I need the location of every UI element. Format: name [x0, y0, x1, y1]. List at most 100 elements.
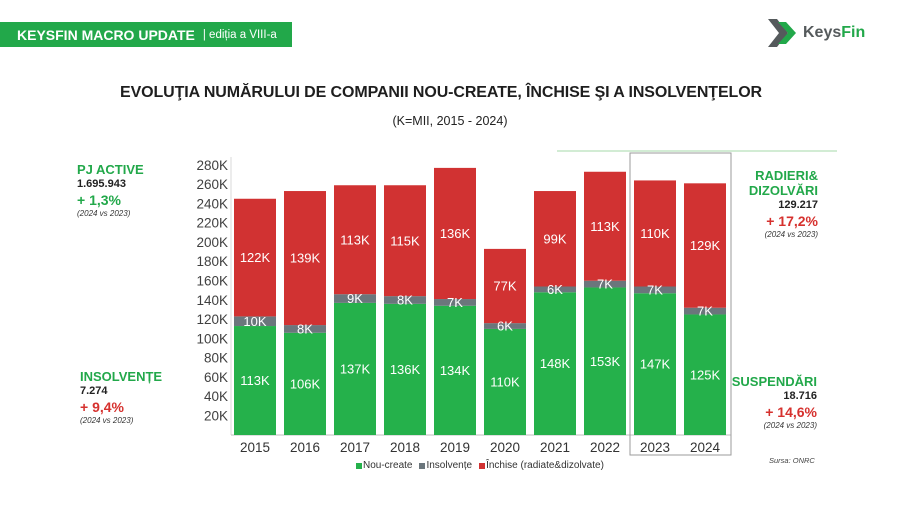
- x-tick-label-2020: 2020: [490, 440, 520, 455]
- y-tick-unit: K: [219, 370, 228, 385]
- bar-inchise-radiate-dizolvate-2017: [334, 185, 376, 295]
- bar-insolvente-2024: [684, 307, 726, 315]
- y-tick-label: 180K: [196, 254, 228, 269]
- data-label-insolvente-2024: 7K: [697, 304, 713, 319]
- annotation-label: INSOLVENȚE: [80, 369, 163, 384]
- annotation-value: 129.217: [778, 199, 818, 211]
- annotation-suspendari: SUSPENDĂRI 18.716 + 14,6% (2024 vs 2023): [732, 374, 817, 432]
- data-label-inchise-radiate-dizolvate-2017: 113K: [340, 232, 370, 247]
- annotation-radieri-dizolvari: RADIERI& DIZOLVĂRI 129.217 + 17,2% (2024…: [749, 168, 818, 241]
- y-tick-unit: K: [219, 235, 228, 250]
- bar-stack-2019: 134K 7K 136K: [434, 167, 476, 435]
- header-edition: | ediția a VIII-a: [202, 28, 277, 41]
- bar-insolvente-2017: [334, 294, 376, 303]
- data-label-unit: K: [504, 319, 513, 334]
- annotation-pj-active: PJ ACTIVE 1.695.943 + 1,3% (2024 vs 2023…: [77, 162, 144, 220]
- data-label-insolvente-2022: 7K: [597, 277, 613, 292]
- annotation-change: + 1,3%: [77, 192, 121, 208]
- y-tick-value: 140: [196, 293, 219, 308]
- y-tick-label: 140K: [196, 293, 228, 308]
- y-tick-unit: K: [219, 331, 228, 346]
- annotation-period: (2024 vs 2023): [764, 230, 818, 239]
- y-tick-label: 160K: [196, 274, 228, 289]
- bar-inchise-radiate-dizolvate-2024: [684, 183, 726, 308]
- data-label-unit: K: [612, 354, 621, 369]
- y-tick-unit: K: [219, 351, 228, 366]
- data-label-insolvente-2019: 7K: [447, 295, 463, 310]
- data-label-value: 115: [390, 233, 411, 248]
- annotation-label: PJ ACTIVE: [77, 162, 144, 177]
- data-label-unit: K: [304, 322, 313, 337]
- data-label-value: 148: [540, 356, 562, 371]
- y-tick-unit: K: [219, 389, 228, 404]
- data-label-value: 9: [347, 291, 354, 306]
- y-tick-value: 20: [204, 409, 219, 424]
- data-label-unit: K: [508, 279, 517, 294]
- y-tick-value: 260: [196, 177, 219, 192]
- logo-wordmark-fin: Fin: [841, 23, 866, 41]
- y-tick-value: 80: [204, 351, 219, 366]
- header-brand-title: KEYSFIN MACRO UPDATE: [17, 26, 195, 43]
- data-label-value: 129: [690, 238, 712, 253]
- y-tick-value: 220: [196, 216, 219, 231]
- legend-swatch-inchise: [479, 462, 486, 469]
- bar-nou-create-2017: [334, 302, 376, 435]
- y-tick-unit: K: [219, 177, 228, 192]
- x-tick-label-2024: 2024: [690, 440, 721, 455]
- annotation-change: + 14,6%: [765, 404, 817, 420]
- bar-insolvente-2016: [284, 325, 326, 333]
- data-label-inchise-radiate-dizolvate-2019: 136K: [440, 226, 471, 241]
- annotation-label: RADIERI& DIZOLVĂRI: [748, 168, 818, 198]
- data-label-unit: K: [661, 226, 670, 241]
- source-note: Sursa: ONRC: [769, 456, 815, 465]
- data-label-inchise-radiate-dizolvate-2024: 129K: [690, 238, 721, 253]
- bar-insolvente-2020: [484, 323, 526, 329]
- data-label-unit: K: [462, 363, 471, 378]
- legend-label-insolvente: Insolvențe: [426, 460, 473, 471]
- annotation-change: + 9,4%: [80, 399, 124, 415]
- data-label-inchise-radiate-dizolvate-2018: 115K: [390, 233, 420, 248]
- data-label-unit: K: [312, 251, 321, 266]
- x-tick-label-2017: 2017: [340, 440, 370, 455]
- bar-inchise-radiate-dizolvate-2023: [634, 180, 676, 287]
- y-tick-unit: K: [219, 196, 228, 211]
- data-label-value: 110: [490, 375, 511, 390]
- data-label-nou-create-2017: 137K: [340, 362, 371, 377]
- data-label-inchise-radiate-dizolvate-2022: 113K: [590, 219, 620, 234]
- bar-inchise-radiate-dizolvate-2018: [384, 185, 426, 297]
- data-label-unit: K: [258, 314, 267, 329]
- bar-nou-create-2023: [634, 293, 676, 435]
- data-label-insolvente-2021: 6K: [547, 282, 563, 297]
- logo-chevron-gray: [768, 18, 788, 47]
- data-label-value: 106: [290, 377, 312, 392]
- top-right-divider-line: [557, 150, 837, 152]
- data-label-value: 110: [640, 226, 661, 241]
- x-tick-label-2016: 2016: [290, 440, 320, 455]
- data-label-nou-create-2020: 110K: [490, 375, 520, 390]
- bar-insolvente-2023: [634, 286, 676, 294]
- data-label-unit: K: [354, 291, 363, 306]
- keysfin-logo: KeysFin: [768, 17, 865, 48]
- bar-nou-create-2021: [534, 292, 576, 435]
- data-label-nou-create-2016: 106K: [290, 377, 321, 392]
- data-label-value: 99: [543, 231, 557, 246]
- legend-item-nou-create: Nou-create: [356, 460, 412, 471]
- data-label-unit: K: [261, 373, 270, 388]
- bar-nou-create-2022: [584, 287, 626, 435]
- highlight-box: [629, 152, 732, 456]
- data-label-value: 7: [447, 295, 454, 310]
- bar-nou-create-2020: [484, 328, 526, 435]
- annotation-label: SUSPENDĂRI: [731, 374, 817, 389]
- y-tick-value: 160: [196, 274, 219, 289]
- data-label-insolvente-2016: 8K: [297, 322, 313, 337]
- y-tick-value: 40: [204, 389, 219, 404]
- data-label-value: 134: [440, 363, 462, 378]
- bar-inchise-radiate-dizolvate-2021: [534, 191, 576, 287]
- data-label-value: 125: [690, 367, 712, 382]
- y-tick-unit: K: [219, 254, 228, 269]
- data-label-unit: K: [361, 232, 370, 247]
- y-tick-value: 120: [196, 312, 219, 327]
